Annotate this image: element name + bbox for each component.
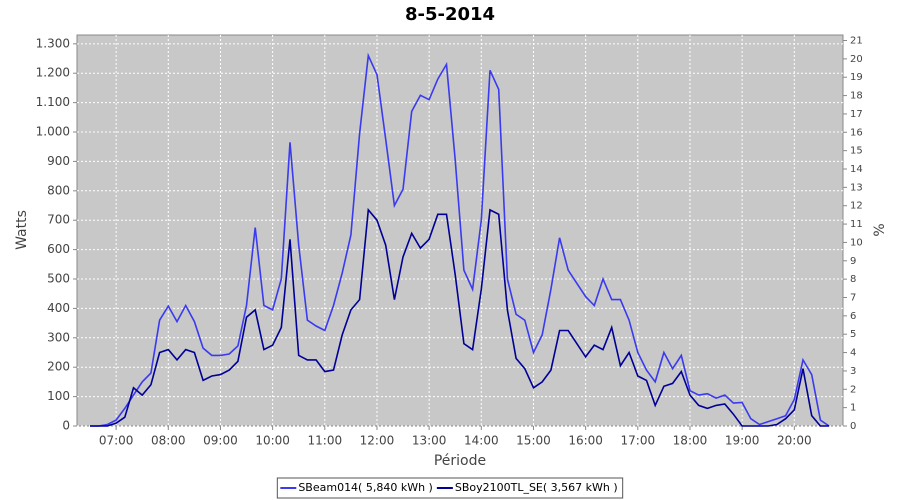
x-axis-label: Période <box>434 453 486 469</box>
y2-tick-label: 13 <box>850 182 863 193</box>
y2-tick-label: 4 <box>850 348 856 359</box>
y-tick-label: 0 <box>62 419 70 433</box>
y2-tick-label: 15 <box>850 146 863 157</box>
x-tick-label: 15:00 <box>516 434 551 448</box>
y-tick-label: 1.200 <box>36 66 70 80</box>
y2-tick-label: 19 <box>850 72 863 83</box>
y-axis-label: Watts <box>14 210 30 250</box>
y2-tick-label: 21 <box>850 36 863 47</box>
x-tick-label: 20:00 <box>777 434 812 448</box>
y2-tick-label: 12 <box>850 201 863 212</box>
y-tick-label: 300 <box>47 330 70 344</box>
y2-tick-label: 11 <box>850 219 863 230</box>
x-tick-label: 11:00 <box>308 434 343 448</box>
y2-tick-label: 10 <box>850 237 863 248</box>
y-tick-label: 900 <box>47 154 70 168</box>
y-tick-label: 100 <box>47 389 70 403</box>
y2-tick-label: 18 <box>850 91 863 102</box>
y2-tick-label: 0 <box>850 421 856 432</box>
y2-tick-label: 9 <box>850 256 856 267</box>
y2-tick-label: 3 <box>850 366 856 377</box>
y-tick-label: 1.100 <box>36 95 70 109</box>
y-tick-label: 700 <box>47 213 70 227</box>
y2-tick-label: 6 <box>850 311 856 322</box>
y2-tick-label: 17 <box>850 109 863 120</box>
y-tick-label: 1.000 <box>36 125 70 139</box>
y2-tick-label: 20 <box>850 54 863 65</box>
y-tick-label: 800 <box>47 183 70 197</box>
x-tick-label: 07:00 <box>99 434 134 448</box>
x-tick-label: 18:00 <box>673 434 708 448</box>
legend-label: SBeam014( 5,840 kWh ) <box>298 481 433 494</box>
legend-label: SBoy2100TL_SE( 3,567 kWh ) <box>455 481 618 494</box>
y2-tick-label: 1 <box>850 403 856 414</box>
y-tick-label: 600 <box>47 242 70 256</box>
y2-axis-label: % <box>872 223 888 236</box>
x-tick-label: 13:00 <box>412 434 447 448</box>
series-line <box>90 52 830 427</box>
x-tick-label: 14:00 <box>464 434 499 448</box>
y-tick-label: 400 <box>47 301 70 315</box>
y2-tick-label: 5 <box>850 329 856 340</box>
x-tick-label: 09:00 <box>203 434 238 448</box>
y2-tick-label: 7 <box>850 293 856 304</box>
y2-tick-label: 8 <box>850 274 856 285</box>
x-tick-label: 17:00 <box>621 434 656 448</box>
x-tick-label: 19:00 <box>725 434 760 448</box>
x-tick-label: 16:00 <box>568 434 603 448</box>
y2-tick-label: 2 <box>850 384 856 395</box>
y2-tick-label: 14 <box>850 164 863 175</box>
y-tick-label: 200 <box>47 360 70 374</box>
legend: SBeam014( 5,840 kWh ) SBoy2100TL_SE( 3,56… <box>276 477 624 499</box>
y-tick-label: 500 <box>47 272 70 286</box>
x-tick-label: 12:00 <box>360 434 395 448</box>
series-line <box>90 207 830 427</box>
x-tick-label: 08:00 <box>151 434 186 448</box>
y2-tick-label: 16 <box>850 127 863 138</box>
y-tick-label: 1.300 <box>36 36 70 50</box>
chart-title: 8-5-2014 <box>405 4 495 25</box>
x-tick-label: 10:00 <box>255 434 290 448</box>
